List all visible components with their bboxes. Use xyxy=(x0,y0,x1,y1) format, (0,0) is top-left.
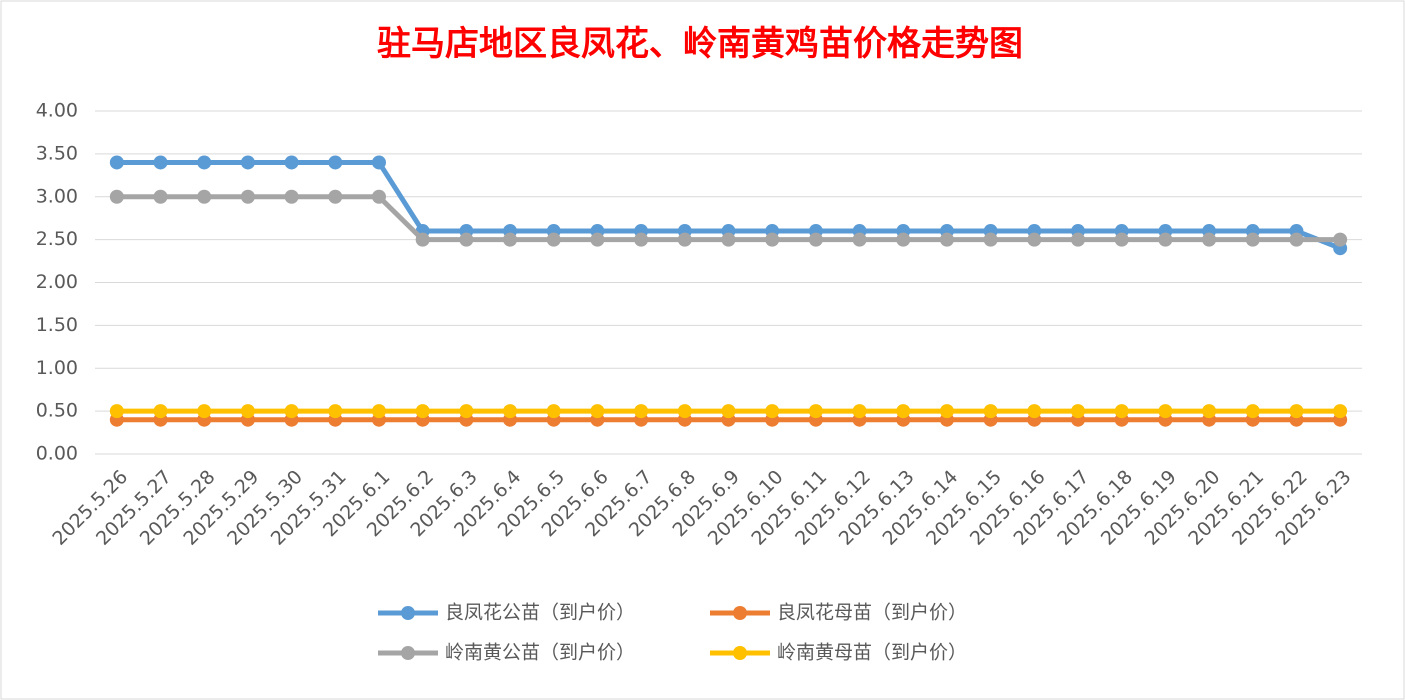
point xyxy=(284,155,299,170)
y-tick-label: 1.50 xyxy=(36,314,78,336)
point xyxy=(765,404,780,419)
point xyxy=(1114,232,1129,247)
point xyxy=(328,189,343,204)
y-tick-label: 0.00 xyxy=(36,443,78,465)
y-tick-label: 0.50 xyxy=(36,400,78,422)
point xyxy=(153,155,168,170)
legend-marker xyxy=(733,646,747,660)
point xyxy=(721,404,736,419)
point xyxy=(852,232,867,247)
legend-marker xyxy=(401,606,415,620)
point xyxy=(197,189,212,204)
point xyxy=(328,404,343,419)
point xyxy=(765,232,780,247)
point xyxy=(634,404,649,419)
point xyxy=(284,189,299,204)
point xyxy=(896,232,911,247)
point xyxy=(415,404,430,419)
point xyxy=(240,189,255,204)
point xyxy=(808,232,823,247)
point xyxy=(852,404,867,419)
point xyxy=(1333,232,1348,247)
y-tick-label: 3.00 xyxy=(36,185,78,207)
point xyxy=(546,232,561,247)
point xyxy=(546,404,561,419)
point xyxy=(677,232,692,247)
point xyxy=(983,232,998,247)
point xyxy=(415,232,430,247)
point xyxy=(328,155,343,170)
point xyxy=(459,232,474,247)
point xyxy=(1158,232,1173,247)
point xyxy=(503,232,518,247)
point xyxy=(371,155,386,170)
point xyxy=(459,404,474,419)
point xyxy=(371,189,386,204)
y-tick-label: 2.50 xyxy=(36,228,78,250)
y-tick-label: 1.00 xyxy=(36,357,78,379)
point xyxy=(1071,404,1086,419)
point xyxy=(590,404,605,419)
point xyxy=(197,155,212,170)
point xyxy=(590,232,605,247)
point xyxy=(109,155,124,170)
y-tick-label: 4.00 xyxy=(36,100,78,122)
point xyxy=(153,404,168,419)
point xyxy=(1202,232,1217,247)
point xyxy=(240,155,255,170)
legend-label: 岭南黄母苗（到户价） xyxy=(777,642,967,664)
point xyxy=(634,232,649,247)
point xyxy=(109,404,124,419)
point xyxy=(1333,404,1348,419)
point xyxy=(1289,404,1304,419)
point xyxy=(1289,232,1304,247)
point xyxy=(371,404,386,419)
legend-label: 良凤花公苗（到户价） xyxy=(445,602,635,624)
legend-marker xyxy=(733,606,747,620)
point xyxy=(503,404,518,419)
point xyxy=(1027,404,1042,419)
point xyxy=(721,232,736,247)
legend-label: 岭南黄公苗（到户价） xyxy=(445,642,635,664)
point xyxy=(153,189,168,204)
point xyxy=(1071,232,1086,247)
point xyxy=(896,404,911,419)
point xyxy=(808,404,823,419)
y-tick-label: 2.00 xyxy=(36,271,78,293)
point xyxy=(677,404,692,419)
legend-marker xyxy=(401,646,415,660)
point xyxy=(939,232,954,247)
point xyxy=(1245,404,1260,419)
point xyxy=(1114,404,1129,419)
point xyxy=(240,404,255,419)
chart-title: 驻马店地区良凤花、岭南黄鸡苗价格走势图 xyxy=(377,24,1023,64)
point xyxy=(983,404,998,419)
legend-label: 良凤花母苗（到户价） xyxy=(777,602,967,624)
point xyxy=(1245,232,1260,247)
point xyxy=(1202,404,1217,419)
y-tick-label: 3.50 xyxy=(36,142,78,164)
point xyxy=(1027,232,1042,247)
point xyxy=(284,404,299,419)
point xyxy=(939,404,954,419)
point xyxy=(1158,404,1173,419)
point xyxy=(197,404,212,419)
point xyxy=(109,189,124,204)
